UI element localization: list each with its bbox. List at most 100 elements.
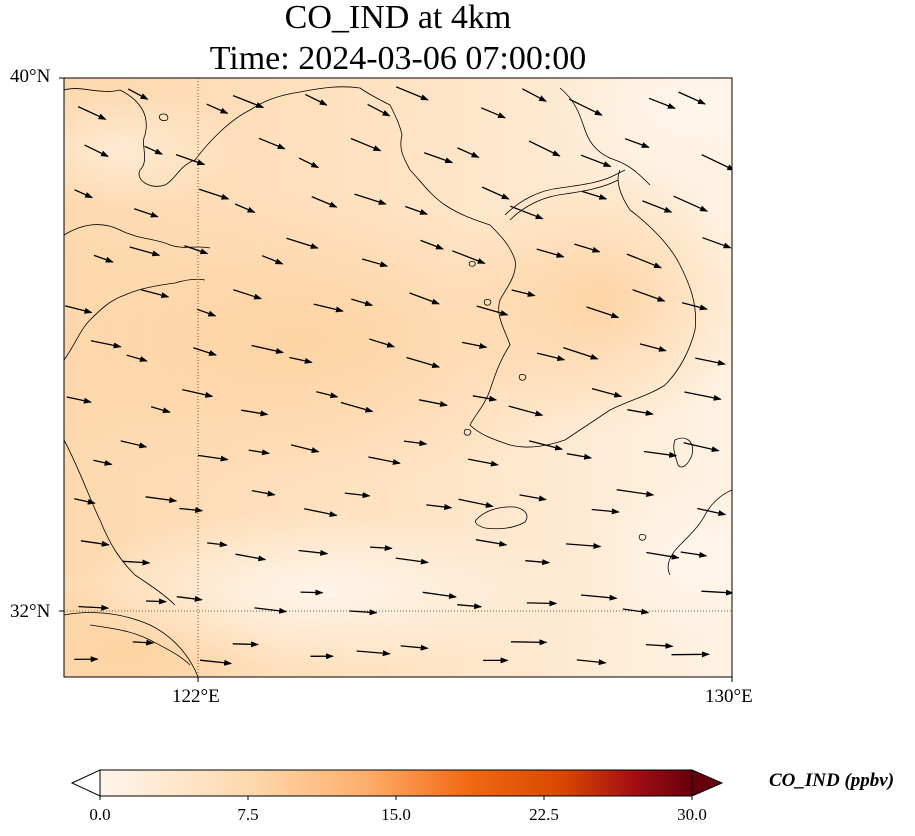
- colorbar-extend-min: [70, 769, 101, 797]
- wind-vector-arrow: [300, 589, 324, 596]
- wind-vector-arrow: [481, 186, 510, 200]
- wind-vector-arrow: [528, 140, 561, 157]
- colorbar-tick-2: 15.0: [381, 805, 411, 824]
- wind-vector-arrow: [179, 507, 204, 514]
- colorbar-gradient: [100, 770, 692, 796]
- wind-vector-arrow: [684, 391, 722, 401]
- wind-vector-arrow: [241, 409, 269, 417]
- wind-vectors: [65, 86, 732, 666]
- wind-vector-arrow: [461, 341, 488, 349]
- wind-vector-arrow: [467, 458, 499, 467]
- wind-vector-arrow: [298, 549, 329, 556]
- colorbar-tick-4: 30.0: [677, 805, 707, 824]
- wind-vector-arrow: [80, 540, 110, 547]
- wind-vector-arrow: [426, 504, 453, 510]
- wind-vector-arrow: [566, 453, 593, 460]
- wind-vector-arrow: [93, 254, 114, 263]
- wind-vector-arrow: [626, 253, 663, 269]
- wind-vector-arrow: [536, 248, 565, 258]
- wind-vector-arrow: [232, 94, 265, 109]
- wind-vector-arrow: [457, 147, 480, 158]
- wind-vector-arrow: [591, 508, 620, 515]
- wind-vector-arrow: [311, 196, 338, 208]
- map-title-line-1: CO_IND at 4km: [284, 0, 512, 36]
- wind-vector-arrow: [508, 405, 544, 417]
- wind-vector-arrow: [289, 356, 313, 364]
- wind-vector-arrow: [199, 659, 233, 666]
- wind-vector-arrow: [77, 106, 107, 120]
- wind-vector-arrow: [406, 356, 441, 369]
- wind-vector-arrow: [480, 107, 506, 119]
- colorbar-title: CO_IND (ppbv): [769, 770, 895, 791]
- colorbar-tick-0: 0.0: [89, 805, 111, 824]
- wind-vector-arrow: [251, 344, 284, 354]
- wind-vector-arrow: [622, 608, 650, 615]
- wind-vector-arrow: [510, 639, 548, 646]
- wind-vector-arrow: [350, 137, 382, 152]
- wind-vector-arrow: [196, 308, 217, 317]
- wind-vector-arrow: [673, 195, 709, 212]
- wind-vector-arrow: [74, 189, 94, 199]
- wind-vector-arrow: [193, 347, 218, 356]
- wind-vector-arrow: [90, 340, 122, 349]
- wind-vector-arrow: [198, 188, 230, 200]
- wind-vector-arrow: [120, 440, 148, 449]
- wind-vector-arrow: [580, 154, 612, 168]
- wind-vector-arrow: [563, 346, 599, 360]
- wind-vector-arrow: [233, 289, 263, 300]
- map-title-line-2: Time: 2024-03-06 07:00:00: [209, 40, 587, 77]
- wind-vector-arrow: [66, 396, 92, 404]
- wind-vector-arrow: [403, 440, 428, 447]
- wind-vector-arrow: [126, 354, 148, 362]
- wind-vector-arrow: [680, 551, 708, 558]
- wind-vector-arrow: [184, 245, 209, 255]
- wind-vector-arrow: [78, 604, 110, 611]
- wind-vector-arrow: [642, 200, 673, 213]
- wind-vector-arrow: [639, 343, 667, 352]
- wind-vector-arrow: [616, 489, 655, 497]
- wind-vector-arrow: [235, 553, 267, 562]
- wind-vector-arrow: [340, 401, 374, 413]
- wind-vector-arrow: [349, 609, 378, 616]
- wind-vector-arrow: [127, 88, 149, 100]
- wind-vector-arrow: [510, 205, 544, 220]
- wind-vector-arrow: [369, 544, 393, 551]
- wind-vector-arrow: [400, 644, 429, 651]
- colorbar: [70, 769, 724, 800]
- wind-vector-arrow: [316, 391, 339, 399]
- wind-vector-arrow: [84, 144, 109, 157]
- wind-vector-arrow: [409, 292, 440, 305]
- wind-vector-arrow: [368, 456, 401, 465]
- wind-vector-arrow: [536, 352, 566, 362]
- wind-vector-arrow: [624, 138, 650, 149]
- wind-vector-arrow: [476, 305, 509, 316]
- map-frame: [63, 77, 733, 678]
- wind-vector-arrow: [145, 496, 178, 504]
- wind-vector-arrow: [298, 157, 320, 169]
- wind-vector-arrow: [258, 137, 286, 150]
- concentration-field: [64, 78, 732, 677]
- wind-vector-arrow: [591, 387, 623, 398]
- wind-vector-arrow: [344, 492, 371, 499]
- wind-vector-arrow: [648, 97, 676, 110]
- wind-vector-arrow: [632, 289, 666, 302]
- wind-vector-arrow: [176, 595, 203, 602]
- wind-vector-arrow: [511, 289, 536, 297]
- gridlines: [64, 78, 732, 677]
- wind-vector-arrow: [678, 91, 706, 105]
- wind-vector-arrow: [286, 237, 319, 249]
- wind-vector-arrow: [422, 591, 457, 599]
- wind-vector-arrow: [304, 508, 338, 517]
- wind-vector-arrow: [248, 449, 270, 456]
- wind-vector-arrow: [701, 589, 732, 596]
- wind-vector-arrow: [207, 541, 228, 548]
- wind-vector-arrow: [395, 86, 429, 101]
- wind-vector-arrow: [582, 190, 608, 200]
- lat-tick-32n: 32°N: [10, 601, 51, 622]
- wind-vector-arrow: [251, 489, 276, 497]
- wind-vector-arrow: [576, 659, 607, 666]
- wind-vector-arrow: [182, 388, 214, 398]
- coastlines: [64, 86, 732, 677]
- lon-tick-122e: 122°E: [172, 686, 220, 707]
- wind-vector-arrow: [519, 494, 547, 502]
